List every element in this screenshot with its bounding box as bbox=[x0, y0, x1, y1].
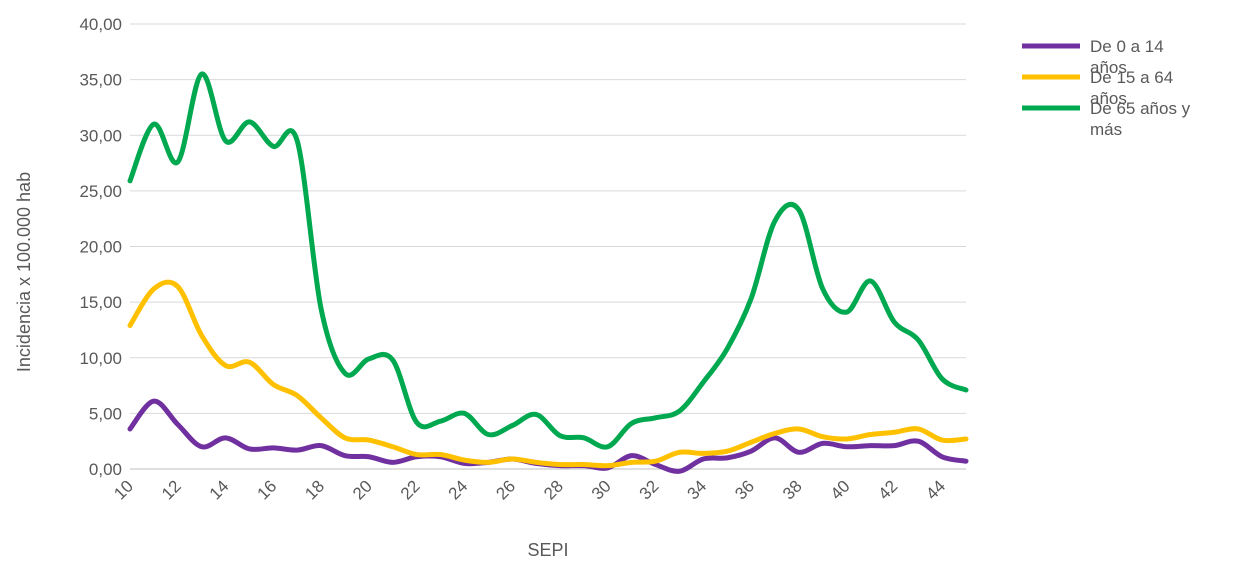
x-tick-label: 10 bbox=[110, 477, 137, 504]
gridlines bbox=[130, 23, 966, 470]
y-tick-label: 10,00 bbox=[79, 349, 122, 368]
y-tick-label: 30,00 bbox=[79, 126, 122, 145]
x-tick-label: 36 bbox=[731, 477, 758, 504]
x-tick-label: 34 bbox=[683, 477, 710, 504]
y-tick-label: 0,00 bbox=[89, 460, 122, 479]
x-tick-label: 30 bbox=[588, 477, 615, 504]
x-axis-ticks: 10 12 14 16 18 20 22 24 26 28 30 32 34 36 38 40 42 44 bbox=[110, 477, 949, 504]
x-tick-label: 22 bbox=[397, 477, 424, 504]
x-tick-label: 28 bbox=[540, 477, 567, 504]
y-tick-label: 40,00 bbox=[79, 15, 122, 34]
x-tick-label: 42 bbox=[875, 477, 902, 504]
x-tick-label: 20 bbox=[349, 477, 376, 504]
x-tick-label: 14 bbox=[206, 477, 233, 504]
y-axis-title: Incidencia x 100.000 hab bbox=[14, 172, 34, 372]
legend-label: De 65 años y más bbox=[1090, 99, 1191, 139]
y-axis-ticks: 0,00 5,00 10,00 15,00 20,00 25,00 30,00 35,00 40… bbox=[79, 15, 122, 479]
x-tick-label: 44 bbox=[922, 477, 949, 504]
y-tick-label: 15,00 bbox=[79, 293, 122, 312]
x-tick-label: 12 bbox=[158, 477, 185, 504]
series-line-1 bbox=[127, 398, 969, 474]
x-tick-label: 16 bbox=[254, 477, 281, 504]
y-tick-label: 25,00 bbox=[79, 182, 122, 201]
x-tick-label: 24 bbox=[445, 477, 472, 504]
y-tick-label: 5,00 bbox=[89, 404, 122, 423]
series-line-3 bbox=[127, 71, 969, 450]
x-tick-label: 32 bbox=[636, 477, 663, 504]
x-tick-label: 40 bbox=[827, 477, 854, 504]
series-lines bbox=[127, 71, 969, 474]
y-tick-label: 35,00 bbox=[79, 71, 122, 90]
legend-label: De 15 a 64 años bbox=[1090, 68, 1173, 108]
x-axis-title: SEPI bbox=[527, 540, 568, 560]
x-tick-label: 26 bbox=[492, 477, 519, 504]
y-tick-label: 20,00 bbox=[79, 238, 122, 257]
legend-label: De 0 a 14 años bbox=[1090, 37, 1164, 77]
series-line-2 bbox=[127, 279, 969, 469]
x-tick-label: 38 bbox=[779, 477, 806, 504]
x-tick-label: 18 bbox=[301, 477, 328, 504]
